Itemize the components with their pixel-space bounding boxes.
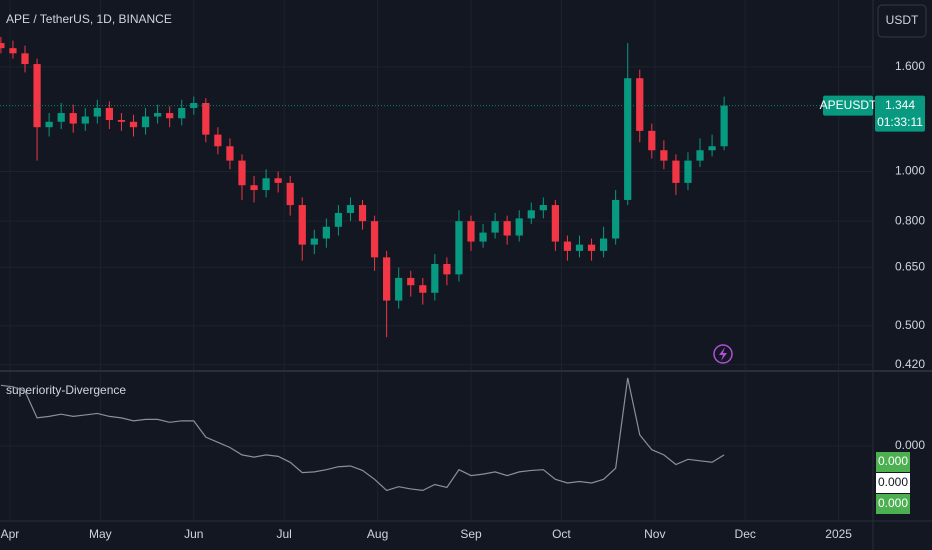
candle-body xyxy=(69,113,77,124)
candle-body xyxy=(81,116,89,124)
candle-body xyxy=(346,205,355,213)
candle-body xyxy=(599,238,608,251)
x-tick-label: Sep xyxy=(460,527,482,541)
indicator-marker-label: 0.000 xyxy=(878,496,908,510)
x-tick-label: Aug xyxy=(367,527,388,541)
indicator-line xyxy=(0,377,725,492)
candle-body xyxy=(563,241,572,251)
candle-body xyxy=(515,218,523,236)
candle-body xyxy=(117,120,126,122)
candle-body xyxy=(93,107,101,117)
y-tick-label: 0.420 xyxy=(895,357,925,371)
indicator-marker-label: 0.000 xyxy=(878,475,908,489)
candle-body xyxy=(262,178,270,191)
candle-body xyxy=(190,103,198,108)
candle-body xyxy=(322,226,330,239)
candle-body xyxy=(575,244,584,251)
indicator-marker-label: 0.000 xyxy=(878,454,908,468)
candle-body xyxy=(298,205,306,245)
candle-body xyxy=(587,244,596,251)
candle-body xyxy=(660,150,668,161)
candle-body xyxy=(178,107,186,119)
candle-body xyxy=(105,107,114,121)
last-price-box xyxy=(875,95,925,132)
alert-icon[interactable] xyxy=(713,344,733,364)
candle-body xyxy=(612,199,620,239)
candle-body xyxy=(431,263,439,293)
chart-title: APE / TetherUS, 1D, BINANCE xyxy=(6,12,172,26)
x-tick-label: 2025 xyxy=(825,527,852,541)
candle-body xyxy=(636,78,644,131)
countdown-label: 01:33:11 xyxy=(877,115,923,129)
candle-body xyxy=(57,113,65,122)
candle-body xyxy=(491,221,499,233)
candle-body xyxy=(202,103,210,135)
candle-body xyxy=(443,263,451,275)
indicator-marker xyxy=(876,494,910,514)
candle-body xyxy=(286,182,294,206)
x-tick-label: Jun xyxy=(184,527,203,541)
candle-body xyxy=(708,146,716,151)
last-price-label: 1.344 xyxy=(885,98,915,112)
currency-label: USDT xyxy=(886,13,919,27)
y-tick-label: 1.000 xyxy=(895,164,925,178)
candle-body xyxy=(226,146,234,161)
candle-body xyxy=(9,48,17,54)
candle-body xyxy=(334,212,343,227)
candle-body xyxy=(539,205,547,211)
candle-body xyxy=(527,210,535,219)
candle-body xyxy=(467,221,475,242)
y-tick-label: 0.650 xyxy=(895,260,925,274)
candle-body xyxy=(720,105,728,147)
candle-body xyxy=(250,185,258,191)
candle-body xyxy=(166,113,174,119)
candle-body xyxy=(358,205,367,222)
candle-body xyxy=(551,205,559,242)
candle-body xyxy=(684,160,692,183)
candle-body xyxy=(370,221,379,258)
candle-body xyxy=(672,160,680,183)
candle-body xyxy=(21,53,29,65)
x-tick-label: Oct xyxy=(552,527,571,541)
indicator-tick-label: 0.000 xyxy=(895,438,925,452)
currency-button[interactable] xyxy=(877,4,927,38)
candle-body xyxy=(648,130,656,151)
candle-body xyxy=(129,121,138,128)
candle-body xyxy=(238,160,246,186)
candle-body xyxy=(33,64,41,128)
x-tick-label: Apr xyxy=(1,527,20,541)
candle-body xyxy=(214,134,222,147)
x-tick-label: Nov xyxy=(644,527,665,541)
candle-body xyxy=(624,78,632,200)
candle-body xyxy=(407,277,415,286)
candle-body xyxy=(419,285,427,293)
candle-body xyxy=(503,221,511,236)
indicator-marker xyxy=(876,452,910,472)
candle-body xyxy=(479,232,487,242)
candle-body xyxy=(274,178,282,183)
candle-body xyxy=(455,221,463,275)
y-tick-label: 0.800 xyxy=(895,213,925,227)
candle-body xyxy=(395,277,403,301)
y-tick-label: 0.500 xyxy=(895,318,925,332)
x-tick-label: May xyxy=(89,527,112,541)
candle-body xyxy=(153,113,162,117)
candle-body xyxy=(141,116,150,128)
indicator-marker xyxy=(876,473,910,493)
candle-body xyxy=(696,150,704,161)
symbol-label-box xyxy=(823,95,873,116)
candle-body xyxy=(383,257,391,301)
y-tick-label: 1.600 xyxy=(895,59,925,73)
x-tick-label: Jul xyxy=(276,527,291,541)
indicator-title: superiority-Divergence xyxy=(6,383,126,397)
candle-body xyxy=(310,238,318,245)
candle-body xyxy=(0,43,5,49)
x-tick-label: Dec xyxy=(735,527,756,541)
symbol-label: APEUSDT xyxy=(820,98,877,112)
candle-body xyxy=(45,121,53,128)
grid xyxy=(0,0,873,520)
